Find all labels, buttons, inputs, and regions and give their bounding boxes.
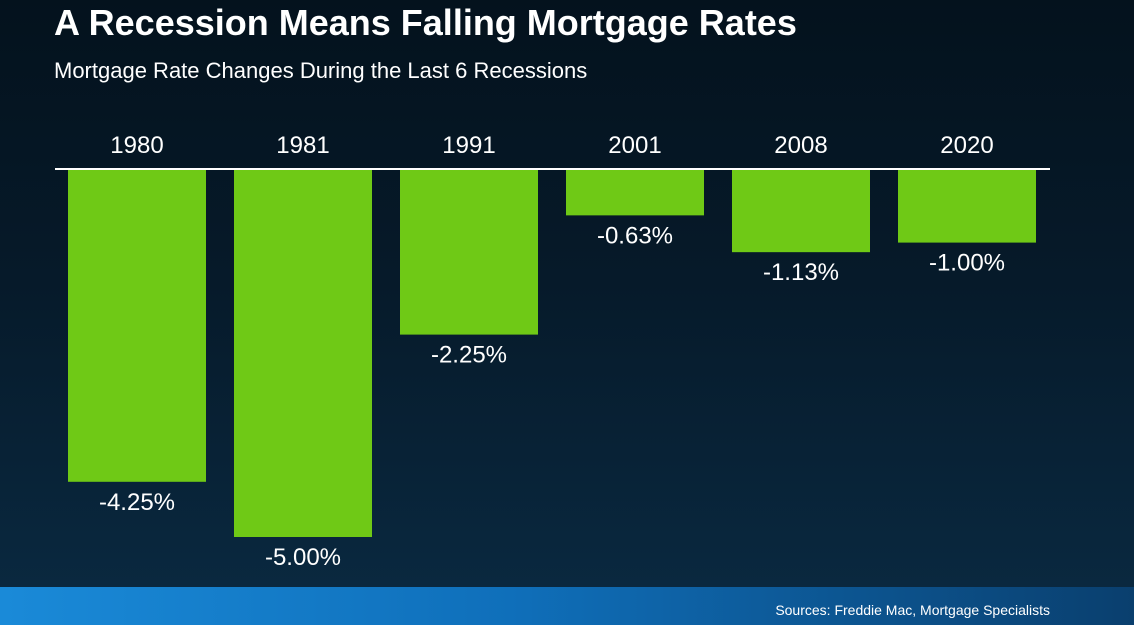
source-note: Sources: Freddie Mac, Mortgage Specialis… [775, 602, 1050, 618]
bar-1991 [400, 169, 538, 335]
value-label-1980: -4.25% [99, 489, 175, 516]
bar-2001 [566, 169, 704, 216]
category-label-1981: 1981 [276, 132, 329, 159]
value-label-2001: -0.63% [597, 222, 673, 249]
bar-chart: 1980 -4.25% 1981 -5.00% 1991 -2.25% 2001 -0.63%… [68, 132, 1036, 571]
chart-title: A Recession Means Falling Mortgage Rates [54, 2, 797, 43]
bar-2020 [898, 169, 1036, 243]
footer-bar: Sources: Freddie Mac, Mortgage Specialis… [0, 587, 1134, 625]
category-label-1980: 1980 [110, 132, 163, 159]
category-label-1991: 1991 [442, 132, 495, 159]
chart-subtitle: Mortgage Rate Changes During the Last 6 … [54, 58, 588, 83]
value-label-1981: -5.00% [265, 544, 341, 571]
category-label-2008: 2008 [774, 132, 827, 159]
value-label-2020: -1.00% [929, 250, 1005, 277]
value-label-1991: -2.25% [431, 342, 507, 369]
bar-1981 [234, 169, 372, 537]
bar-2008 [732, 169, 870, 253]
category-label-2020: 2020 [940, 132, 993, 159]
category-label-2001: 2001 [608, 132, 661, 159]
value-label-2008: -1.13% [763, 259, 839, 286]
bar-1980 [68, 169, 206, 482]
